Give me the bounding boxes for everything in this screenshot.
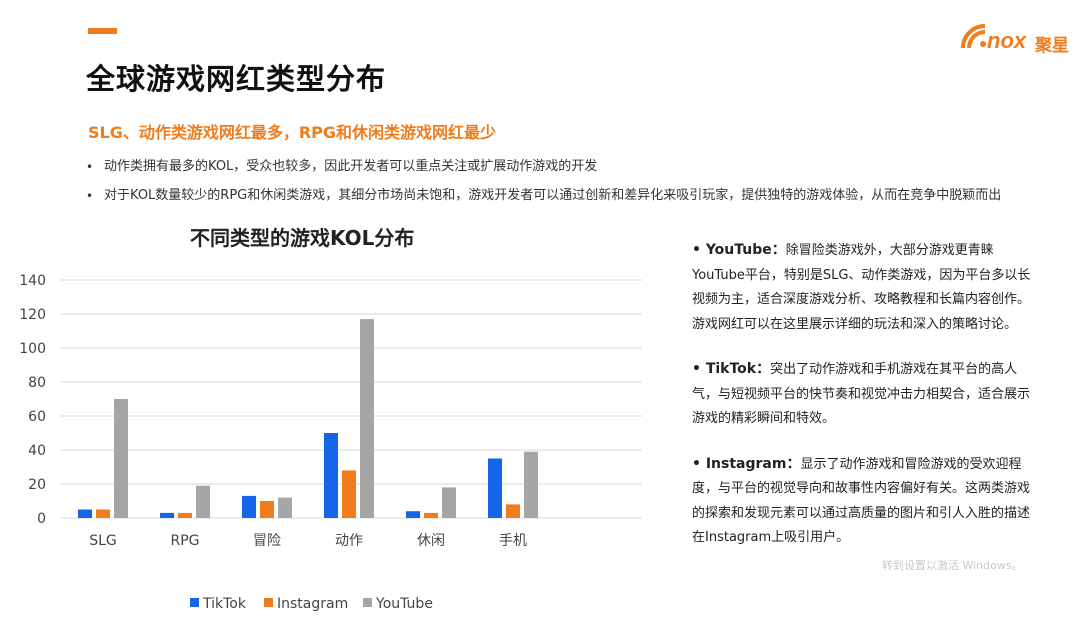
y-tick-label: 80 bbox=[28, 375, 46, 391]
platform-text: 显示了动作游戏和冒险游戏的受欢迎程度，与平台的视觉导向和故事性内容偏好有关。这两… bbox=[692, 456, 1031, 546]
y-tick-label: 20 bbox=[28, 477, 46, 493]
x-tick-label: RPG bbox=[170, 533, 199, 549]
x-tick-label: SLG bbox=[89, 533, 117, 549]
bar-tiktok bbox=[78, 509, 92, 518]
bar-tiktok bbox=[488, 458, 502, 518]
bar-instagram bbox=[96, 509, 110, 518]
x-tick-label: 手机 bbox=[499, 533, 527, 549]
legend-label: TikTok bbox=[202, 596, 247, 612]
platform-text: 突出了动作游戏和手机游戏在其平台的高人气，与短视频平台的快节奏和视觉冲击力相契合… bbox=[692, 362, 1031, 426]
platform-notes: • YouTube：除冒险类游戏外，大部分游戏更青睐YouTube平台，特别是S… bbox=[692, 238, 1042, 571]
bar-youtube bbox=[114, 399, 128, 518]
bullet-text: 动作类拥有最多的KOL，受众也较多，因此开发者可以重点关注或扩展动作游戏的开发 bbox=[104, 159, 598, 174]
windows-activation-watermark: 转到设置以激活 Windows。 bbox=[882, 559, 1023, 572]
bullet-text: 对于KOL数量较少的RPG和休闲类游戏，其细分市场尚未饱和，游戏开发者可以通过创… bbox=[104, 188, 1002, 203]
y-tick-label: 120 bbox=[20, 307, 46, 323]
platform-name: YouTube bbox=[705, 242, 772, 258]
bar-tiktok bbox=[242, 495, 256, 518]
platform-note-youtube: • YouTube：除冒险类游戏外，大部分游戏更青睐YouTube平台，特别是S… bbox=[692, 242, 1031, 332]
bar-instagram bbox=[506, 504, 520, 518]
legend-swatch bbox=[264, 598, 273, 607]
bar-instagram bbox=[178, 512, 192, 518]
platform-name: TikTok bbox=[705, 361, 757, 377]
y-tick-label: 140 bbox=[20, 273, 46, 289]
bullet-list: • 动作类拥有最多的KOL，受众也较多，因此开发者可以重点关注或扩展动作游戏的开发… bbox=[86, 156, 1001, 214]
bar-youtube bbox=[360, 319, 374, 518]
bar-instagram bbox=[342, 470, 356, 518]
legend-swatch bbox=[190, 598, 199, 607]
bar-youtube bbox=[278, 497, 292, 518]
bar-youtube bbox=[442, 487, 456, 518]
bar-tiktok bbox=[324, 433, 338, 518]
x-tick-label: 动作 bbox=[335, 533, 363, 549]
y-tick-label: 100 bbox=[20, 341, 46, 357]
signal-icon bbox=[961, 24, 986, 49]
y-tick-label: 0 bbox=[37, 511, 46, 527]
bar-youtube bbox=[196, 485, 210, 518]
platform-note-tiktok: • TikTok：突出了动作游戏和手机游戏在其平台的高人气，与短视频平台的快节奏… bbox=[692, 361, 1031, 426]
legend-swatch bbox=[363, 598, 372, 607]
chart-title: 不同类型的游戏KOL分布 bbox=[190, 226, 415, 250]
bar-chart: 0 20 40 60 80 100 120 140 SLG RPG 冒险 动作 休闲 手机 TikTok In… bbox=[20, 273, 642, 612]
legend-label: YouTube bbox=[375, 596, 433, 612]
bar-tiktok bbox=[160, 512, 174, 518]
bar-youtube bbox=[524, 451, 538, 518]
nox-logo: nox 聚星 bbox=[955, 14, 1075, 58]
bar-instagram bbox=[424, 512, 438, 518]
bar-instagram bbox=[260, 501, 274, 518]
bullet-dot-icon: • bbox=[86, 160, 94, 174]
page-title: 全球游戏网红类型分布 bbox=[86, 62, 387, 96]
platform-name: Instagram bbox=[705, 455, 787, 472]
bar-tiktok bbox=[406, 511, 420, 518]
bullet-item: • 对于KOL数量较少的RPG和休闲类游戏，其细分市场尚未饱和，游戏开发者可以通过… bbox=[86, 185, 1001, 214]
legend-label: Instagram bbox=[277, 596, 348, 612]
subtitle: SLG、动作类游戏网红最多，RPG和休闲类游戏网红最少 bbox=[88, 123, 497, 142]
title-accent-bar bbox=[88, 28, 117, 34]
y-tick-label: 60 bbox=[28, 409, 46, 425]
x-tick-label: 冒险 bbox=[253, 533, 281, 549]
logo-cn-text: 聚星 bbox=[1035, 36, 1069, 56]
platform-note-instagram: • Instagram：显示了动作游戏和冒险游戏的受欢迎程度，与平台的视觉导向和… bbox=[692, 455, 1031, 546]
y-tick-label: 40 bbox=[28, 443, 46, 459]
logo-text: nox bbox=[987, 28, 1027, 53]
platform-text: 除冒险类游戏外，大部分游戏更青睐YouTube平台，特别是SLG、动作类游戏，因… bbox=[692, 243, 1031, 332]
bullet-dot-icon: • bbox=[86, 189, 94, 203]
x-tick-label: 休闲 bbox=[417, 533, 445, 549]
bullet-item: • 动作类拥有最多的KOL，受众也较多，因此开发者可以重点关注或扩展动作游戏的开发 bbox=[86, 156, 1001, 185]
